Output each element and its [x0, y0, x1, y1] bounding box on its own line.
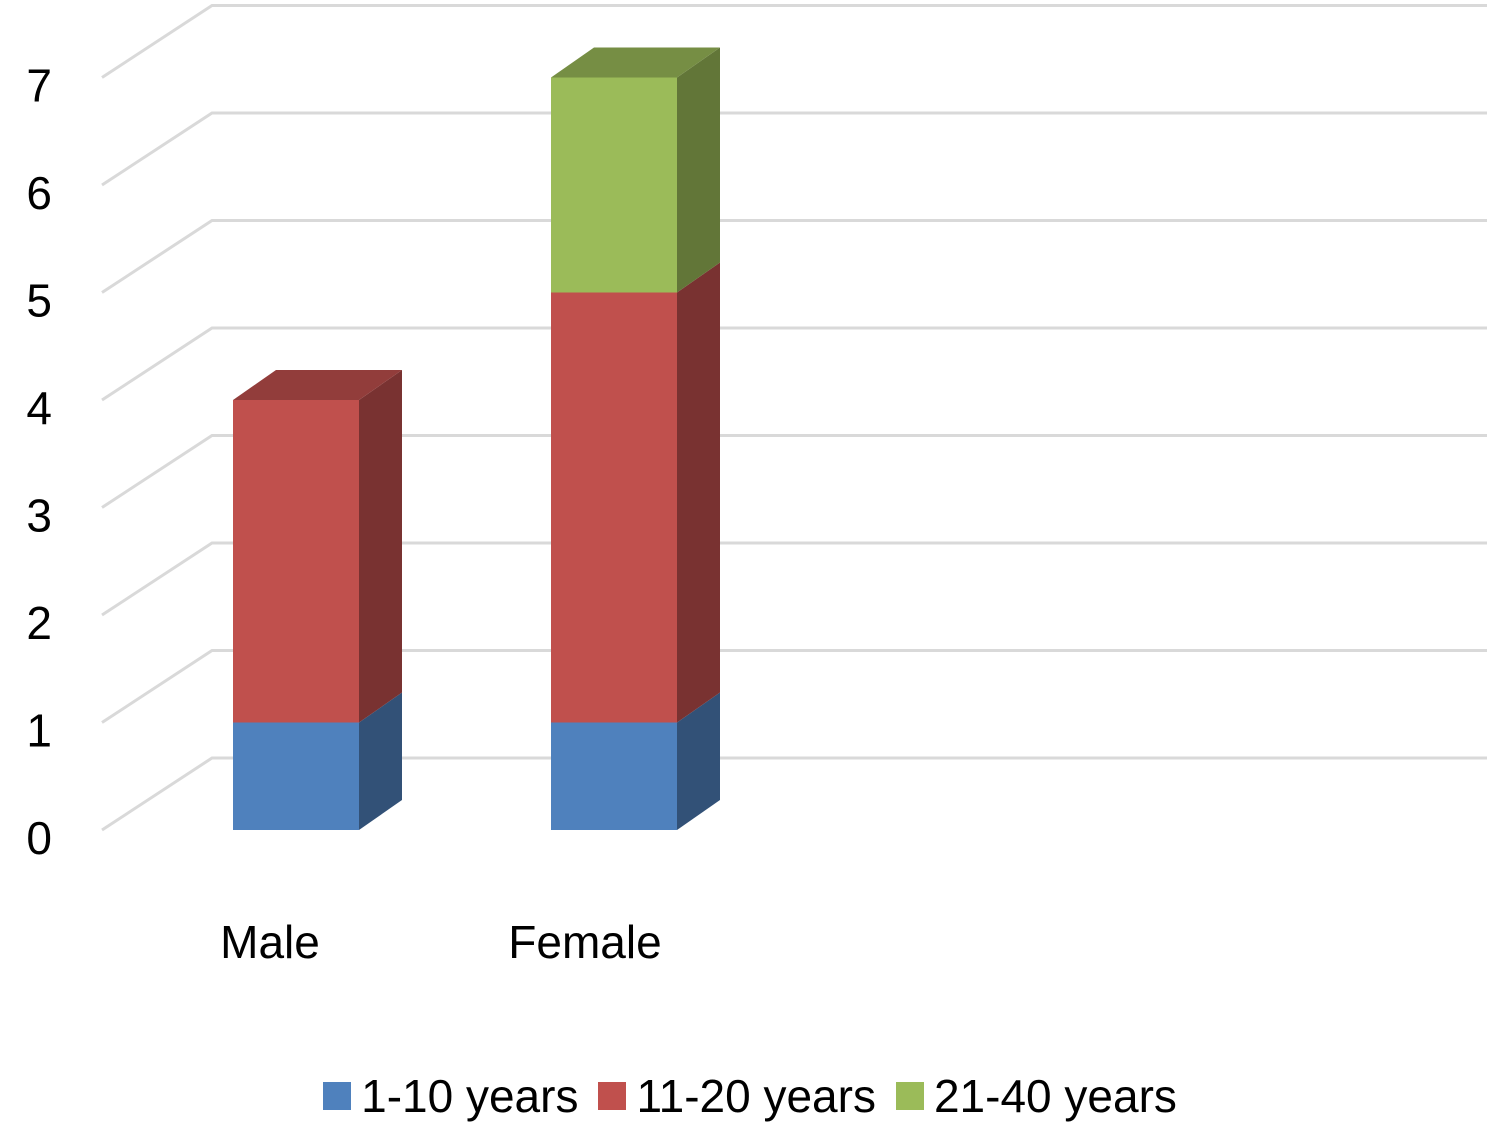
x-category-label-female: Female — [508, 916, 661, 968]
bar-front-face — [233, 400, 359, 723]
gridline — [101, 326, 1487, 402]
y-tick-label: 4 — [26, 382, 52, 434]
y-tick-label: 5 — [26, 275, 52, 327]
legend-swatch-21-40-years — [895, 1082, 924, 1110]
legend-item-1-10-years: 1-10 years — [323, 1069, 578, 1123]
bar-side-face — [677, 47, 720, 293]
y-tick-label: 6 — [26, 167, 52, 219]
y-tick-label: 0 — [26, 812, 52, 864]
bar-female-1-10-years — [551, 692, 720, 830]
bar-female-21-40-years — [551, 47, 720, 293]
bar-side-face — [359, 370, 402, 723]
gridline — [101, 434, 1487, 509]
x-category-label-male: Male — [220, 916, 320, 968]
stacked-bar-chart: 0 1 2 3 4 5 6 7 Male Female — [26, 4, 1487, 968]
bar-front-face — [233, 722, 359, 830]
gridline — [101, 756, 1487, 832]
bar-front-face — [551, 722, 677, 830]
gridline — [101, 111, 1487, 187]
x-axis-categories: Male Female — [220, 916, 662, 968]
gridline — [101, 219, 1487, 294]
gridlines — [101, 4, 1487, 832]
gridline — [101, 4, 1487, 79]
legend-swatch-1-10-years — [323, 1082, 352, 1110]
legend-item-11-20-years: 11-20 years — [598, 1069, 876, 1123]
y-tick-label: 1 — [26, 705, 52, 757]
legend-label-21-40-years: 21-40 years — [933, 1070, 1177, 1122]
bar-female-11-20-years — [551, 262, 720, 723]
legend-label-1-10-years: 1-10 years — [361, 1070, 579, 1122]
bar-side-face — [677, 692, 720, 830]
bar-top-face — [233, 370, 402, 400]
bar-male-1-10-years — [233, 692, 402, 830]
bar-side-face — [359, 692, 402, 830]
legend: 1-10 years 11-20 years 21-40 years — [0, 1066, 1500, 1126]
bar-front-face — [551, 292, 677, 723]
y-axis-ticks: 0 1 2 3 4 5 6 7 — [26, 60, 52, 865]
legend-swatch-11-20-years — [598, 1082, 627, 1110]
gridline — [101, 649, 1487, 724]
legend-label-11-20-years: 11-20 years — [636, 1070, 876, 1122]
bar-side-face — [677, 262, 720, 723]
y-tick-label: 7 — [26, 60, 52, 112]
bar-front-face — [551, 77, 677, 293]
bars — [233, 47, 720, 830]
gridline — [101, 541, 1487, 617]
bar-top-face — [551, 47, 720, 78]
bar-male-11-20-years — [233, 370, 402, 723]
y-tick-label: 3 — [26, 490, 52, 542]
legend-item-21-40-years: 21-40 years — [895, 1069, 1177, 1123]
y-tick-label: 2 — [26, 597, 52, 649]
